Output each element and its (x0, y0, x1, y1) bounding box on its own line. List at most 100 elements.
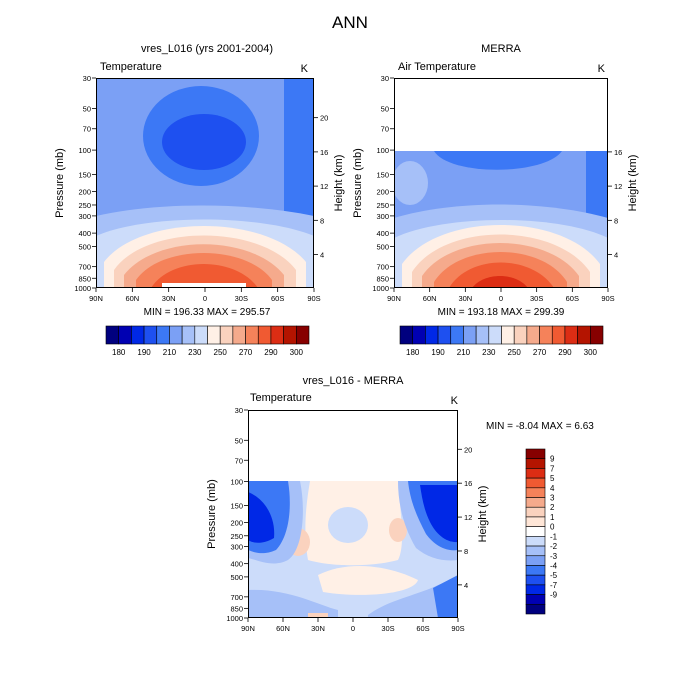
colorbar-label: 190 (431, 348, 445, 357)
y-tick-label: 300 (376, 212, 389, 221)
x-tick-label: 90S (601, 294, 614, 303)
panel-model-units-label: K (301, 63, 309, 75)
y-right-tick-label: 4 (320, 251, 324, 260)
panel-difference: vres_L016 - MERRA Temperature K 30507010… (206, 375, 594, 633)
y-tick-label: 30 (235, 406, 243, 415)
colorbar-swatch (283, 325, 297, 345)
colorbar-label: 270 (533, 348, 547, 357)
y-right-tick-label: 16 (320, 148, 328, 157)
panel-reanalysis-min-max: MIN = 193.18 MAX = 299.39 (438, 307, 565, 318)
panel-reanalysis-plot-area (394, 78, 608, 288)
y-tick-label: 250 (376, 201, 389, 210)
colorbar-swatch (577, 325, 591, 345)
x-tick-label: 60N (125, 294, 139, 303)
contour-band (162, 114, 246, 170)
y-tick-label: 70 (235, 456, 243, 465)
contour-band (586, 151, 608, 221)
colorbar-swatch (118, 325, 132, 345)
y-right-axis-title: Height (km) (477, 486, 489, 543)
y-tick-label: 850 (376, 274, 389, 283)
y-tick-label: 100 (230, 477, 243, 486)
colorbar-swatch (525, 545, 546, 557)
colorbar-label: -1 (550, 532, 558, 541)
colorbar-swatch (207, 325, 221, 345)
contour-band (433, 575, 458, 618)
colorbar-label: 7 (550, 464, 555, 473)
figure-title: ANN (332, 13, 368, 32)
colorbar-swatch (590, 325, 604, 345)
y-tick-label: 50 (235, 436, 243, 445)
colorbar-swatch (525, 448, 546, 460)
colorbar-swatch (525, 487, 546, 498)
x-tick-label: 90S (451, 624, 464, 633)
panel-model-plot-area (96, 78, 314, 288)
plot-frame (248, 410, 458, 618)
y-tick-label: 850 (78, 274, 91, 283)
colorbar-swatch (564, 325, 578, 345)
panel-difference-title: vres_L016 - MERRA (303, 375, 405, 387)
colorbar-swatch (245, 325, 259, 345)
y-tick-label: 400 (376, 229, 389, 238)
y-tick-label: 150 (78, 170, 91, 179)
contour-band (308, 613, 328, 618)
y-right-tick-label: 12 (614, 182, 622, 191)
panel-model-title: vres_L016 (yrs 2001-2004) (141, 43, 273, 55)
colorbar-label: 1 (550, 513, 555, 522)
colorbar-label: 250 (214, 348, 228, 357)
colorbar-label: 270 (239, 348, 253, 357)
contour-band (284, 78, 314, 228)
colorbar-swatch (399, 325, 413, 345)
y-right-tick-label: 16 (614, 148, 622, 157)
panel-difference-variable-label: Temperature (250, 392, 312, 404)
colorbar-swatch (169, 325, 183, 345)
y-right-tick-label: 20 (320, 114, 328, 123)
x-tick-label: 60S (566, 294, 579, 303)
colorbar-swatch (105, 325, 119, 345)
panel-model-variable-label: Temperature (100, 61, 162, 73)
y-tick-label: 100 (78, 146, 91, 155)
y-tick-label: 400 (230, 560, 243, 569)
y-tick-label: 1000 (226, 614, 243, 623)
contour-band (472, 276, 528, 288)
y-tick-label: 1000 (74, 284, 91, 293)
y-right-tick-label: 8 (320, 216, 324, 225)
y-right-tick-label: 20 (464, 445, 472, 454)
y-axis-title: Pressure (mb) (54, 148, 66, 218)
y-tick-label: 200 (376, 188, 389, 197)
y-tick-label: 250 (78, 201, 91, 210)
x-tick-label: 90S (307, 294, 320, 303)
colorbar-label: -5 (550, 571, 558, 580)
colorbar-label: 5 (550, 474, 555, 483)
y-tick-label: 150 (376, 170, 389, 179)
panel-model-min-max: MIN = 196.33 MAX = 295.57 (144, 307, 271, 318)
colorbar-label: -4 (550, 561, 558, 570)
y-right-tick-label: 16 (464, 479, 472, 488)
x-tick-label: 60N (423, 294, 437, 303)
colorbar-swatch (143, 325, 158, 345)
x-tick-label: 90N (387, 294, 401, 303)
panel-reanalysis-colorbar: 180 190 210 230 250 270 290 300 (399, 325, 604, 357)
x-tick-label: 30N (162, 294, 176, 303)
y-right-tick-label: 12 (464, 513, 472, 522)
colorbar-swatch (194, 325, 208, 345)
x-tick-label: 0 (203, 294, 207, 303)
colorbar-swatch (156, 325, 170, 345)
colorbar-label: 290 (264, 348, 278, 357)
colorbar-label: 230 (482, 348, 496, 357)
contour-band (394, 78, 608, 151)
contour-band (420, 485, 458, 543)
y-tick-label: 70 (83, 125, 91, 134)
y-tick-label: 500 (230, 573, 243, 582)
y-right-axis-title: Height (km) (333, 155, 345, 212)
contour-band (151, 264, 258, 288)
y-tick-label: 300 (78, 212, 91, 221)
y-right-tick-label: 8 (614, 216, 618, 225)
colorbar-swatch (296, 325, 310, 345)
contour-band (449, 262, 554, 288)
colorbar-swatch (526, 325, 540, 345)
panel-difference-plot-area (248, 410, 458, 618)
colorbar-label: 250 (508, 348, 522, 357)
